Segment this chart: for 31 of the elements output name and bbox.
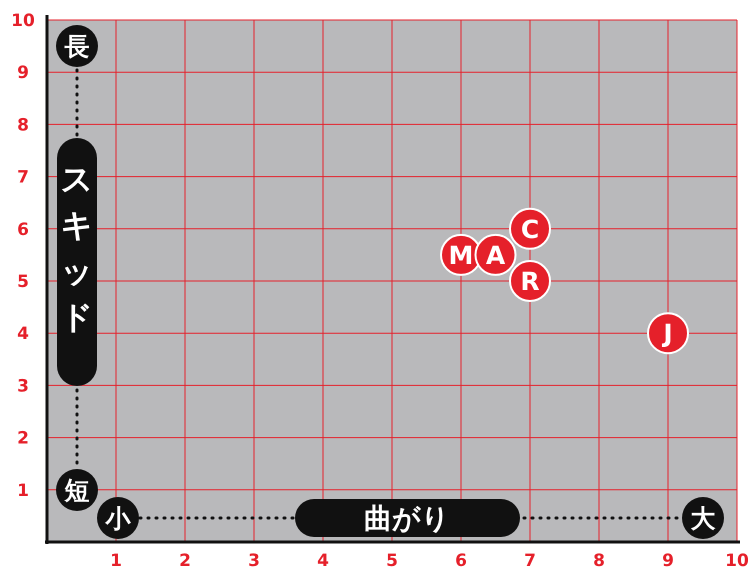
annotation: 長 xyxy=(64,32,90,61)
x-tick-label: 10 xyxy=(725,551,749,571)
y-tick-label: 2 xyxy=(17,428,29,449)
annotation: 大 xyxy=(690,504,716,533)
x-tick-label: 7 xyxy=(524,551,536,571)
y-tick-label: 9 xyxy=(17,63,29,84)
x-tick-label: 4 xyxy=(317,551,330,571)
y-tick-label: 1 xyxy=(17,480,29,501)
data-label: A xyxy=(486,240,506,270)
data-label: M xyxy=(448,240,474,270)
y-tick-label: 4 xyxy=(17,324,30,344)
data-label: J xyxy=(661,319,673,348)
y-tick-label: 3 xyxy=(17,376,29,396)
x-tick-label: 5 xyxy=(386,551,398,571)
y-tick-label: 5 xyxy=(17,272,29,292)
y-tick-label: 6 xyxy=(17,220,29,240)
data-label: C xyxy=(520,214,540,244)
x-axis-title: 曲がり xyxy=(364,502,450,535)
y-tick-label: 7 xyxy=(17,168,29,188)
y-tick-label: 10 xyxy=(11,11,35,31)
annotation: 短 xyxy=(64,476,90,505)
y-tick-label: 8 xyxy=(17,115,29,136)
y-axis-title: スキッド xyxy=(60,160,94,336)
data-label: R xyxy=(520,267,540,296)
x-tick-label: 3 xyxy=(248,551,260,571)
annotation: 小 xyxy=(104,504,132,533)
x-tick-label: 9 xyxy=(662,551,674,571)
x-tick-label: 6 xyxy=(455,551,467,571)
x-tick-label: 8 xyxy=(593,551,605,571)
x-tick-label: 1 xyxy=(110,551,122,571)
x-tick-label: 2 xyxy=(179,551,191,571)
